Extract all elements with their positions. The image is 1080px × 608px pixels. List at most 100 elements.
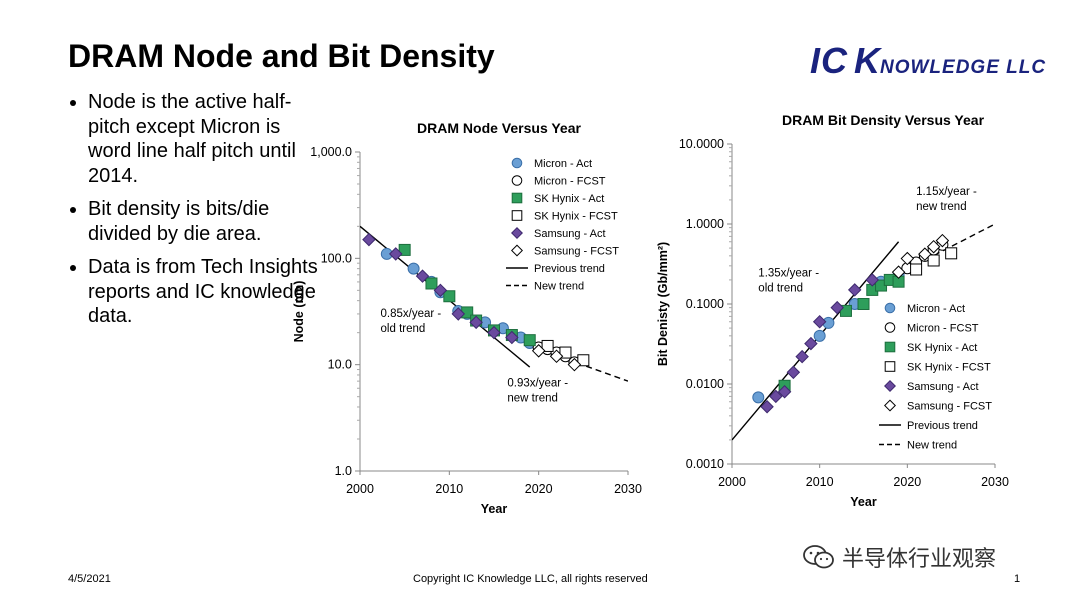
data-point — [398, 243, 411, 256]
series-samsung-act — [760, 273, 880, 414]
series-samsung-fcst — [891, 233, 950, 279]
wechat-icon — [803, 545, 834, 569]
series-samsung-fcst — [531, 344, 582, 372]
data-point — [362, 232, 376, 247]
x-axis-label: Year — [481, 502, 508, 516]
y-axis-label: Node (nm) — [292, 281, 306, 343]
annotation-line: 0.93x/year - — [507, 378, 568, 390]
data-point — [777, 384, 792, 399]
data-point — [786, 365, 801, 380]
legend-label: Micron - FCST — [907, 323, 979, 335]
data-point — [469, 315, 483, 330]
logo-rest: NOWLEDGE LLC — [880, 57, 1047, 78]
legend-label: Micron - Act — [907, 303, 965, 315]
data-point — [910, 263, 923, 276]
x-tick-label: 2020 — [893, 475, 921, 489]
x-axis-label: Year — [850, 495, 877, 509]
bullet-list: Node is the active half-pitch except Mic… — [62, 90, 318, 338]
y-axis-label: Bit Denisty (Gb/mm²) — [656, 242, 670, 366]
legend-label: New trend — [534, 281, 584, 293]
legend-label: New trend — [907, 440, 957, 452]
legend-marker — [884, 341, 896, 353]
annotation-line: old trend — [381, 323, 426, 335]
data-point — [407, 262, 420, 275]
footer-copyright: Copyright IC Knowledge LLC, all rights r… — [413, 573, 648, 585]
x-tick-label: 2000 — [718, 475, 746, 489]
legend-marker — [511, 157, 523, 169]
data-point — [847, 283, 862, 297]
node-chart: DRAM Node Versus Year 2000 2010 2020 2030 1.0… — [285, 110, 655, 530]
logo-ic: IC — [810, 40, 848, 81]
data-point — [752, 391, 765, 404]
data-point — [567, 357, 582, 372]
annotation: 1.35x/year - old trend — [758, 268, 819, 295]
plot-area — [360, 225, 628, 382]
series-sk-hynix-fcst — [541, 339, 590, 367]
ic-knowledge-logo: IC KNOWLEDGE LLC — [810, 40, 1046, 82]
y-tick-label: 1.0000 — [686, 217, 724, 231]
data-point — [388, 247, 403, 261]
data-point — [865, 273, 880, 287]
footer-date: 4/5/2021 — [68, 573, 111, 585]
x-tick-label: 2030 — [981, 475, 1009, 489]
slide-title: DRAM Node and Bit Density — [68, 38, 495, 74]
legend-marker — [511, 227, 523, 239]
x-tick-label: 2020 — [525, 482, 553, 496]
legend-marker — [884, 322, 896, 333]
data-point — [927, 254, 940, 267]
data-point — [830, 300, 844, 315]
data-point — [433, 283, 448, 298]
legend-label: Samsung - FCST — [534, 246, 619, 258]
annotation-line: old trend — [758, 283, 803, 295]
y-tick-label: 10.0000 — [679, 137, 724, 151]
plot-area — [732, 223, 995, 441]
logo-k: K — [854, 40, 880, 81]
data-point — [531, 344, 546, 358]
watermark-text: 半导体行业观察 — [842, 546, 997, 571]
data-point — [505, 330, 519, 345]
data-point — [900, 251, 915, 266]
legend: Micron - Act Micron - FCST SK Hynix - Act S… — [879, 302, 992, 452]
annotation: 0.93x/year - new trend — [507, 378, 568, 405]
annotation-line: new trend — [507, 393, 558, 405]
bullet-item: Bit density is bits/die divided by die a… — [88, 197, 318, 246]
data-point — [425, 277, 438, 290]
legend-label: Previous trend — [534, 263, 605, 275]
annotation-line: 0.85x/year - — [381, 308, 442, 320]
data-point — [451, 307, 466, 321]
annotation-line: 1.15x/year - — [916, 186, 977, 198]
node-chart-svg: DRAM Node Versus Year 2000 2010 2020 2030 1.0… — [292, 120, 642, 516]
annotation: 1.15x/year - new trend — [916, 186, 977, 213]
data-point — [857, 298, 870, 310]
legend-marker — [511, 244, 523, 257]
watermark: 半导体行业观察 — [802, 541, 996, 573]
data-point — [926, 239, 941, 254]
y-tick-label: 0.0010 — [686, 457, 724, 471]
data-point — [804, 336, 818, 351]
legend-label: SK Hynix - Act — [534, 193, 604, 205]
data-point — [769, 389, 783, 404]
legend-label: SK Hynix - FCST — [534, 211, 618, 223]
legend-marker — [884, 399, 896, 412]
annotation: 0.85x/year - old trend — [381, 308, 442, 335]
x-tick-label: 2010 — [435, 482, 463, 496]
data-point — [945, 247, 958, 260]
y-tick-label: 100.0 — [321, 251, 352, 265]
data-point — [523, 334, 536, 347]
x-tick-label: 2000 — [346, 482, 374, 496]
annotation-line: new trend — [916, 201, 967, 213]
x-tick-label: 2030 — [614, 482, 642, 496]
legend-label: Micron - FCST — [534, 176, 606, 188]
legend-marker — [511, 210, 523, 221]
y-tick-label: 1,000.0 — [310, 145, 352, 159]
data-point — [549, 349, 564, 364]
data-point — [813, 329, 826, 342]
annotation-line: 1.35x/year - — [758, 268, 819, 280]
chart-title: DRAM Bit Density Versus Year — [782, 112, 985, 128]
legend-marker — [511, 192, 523, 204]
legend-label: Micron - Act — [534, 158, 592, 170]
data-point — [918, 247, 932, 261]
data-point — [760, 399, 774, 414]
legend-marker — [884, 302, 896, 314]
bullet-item: Data is from Tech Insights reports and I… — [88, 255, 318, 329]
